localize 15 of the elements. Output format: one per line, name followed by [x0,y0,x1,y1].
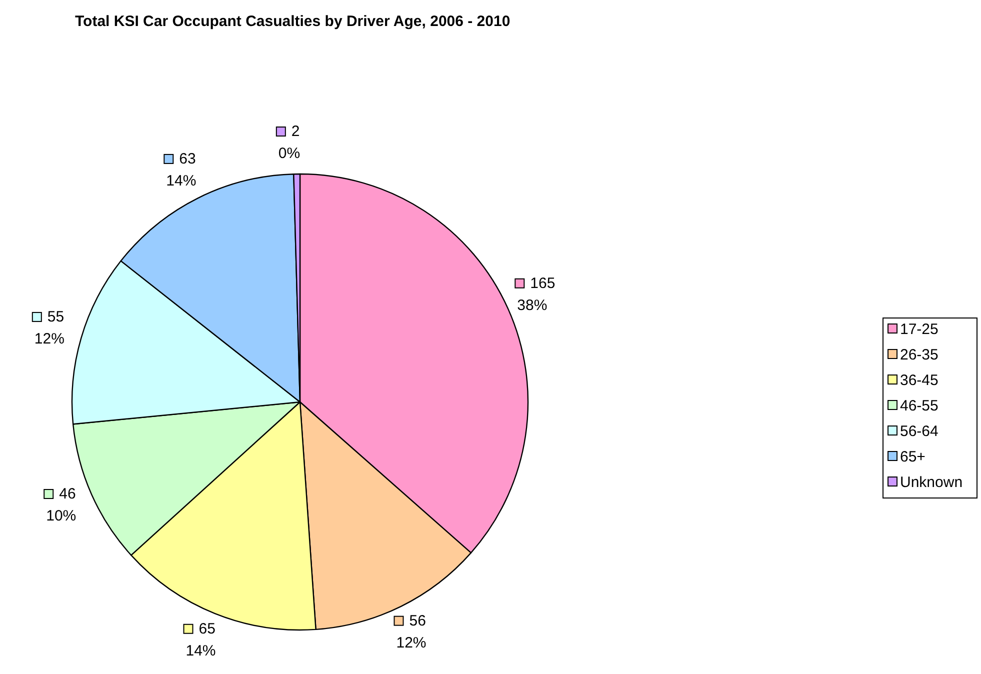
data-label: 2 0% [278,123,300,162]
chart-title: Total KSI Car Occupant Casualties by Driver Age, 2006 - 2010 [75,13,510,30]
legend-label: 17-25 [900,321,938,338]
legend-label: 36-45 [900,372,938,389]
data-label: 63 14% [166,150,196,190]
data-label: 165 38% [517,274,556,314]
legend-label: Unknown [900,474,963,491]
legend-label: 26-35 [900,346,938,364]
legend-label: 56-64 [900,423,938,440]
legend-label: 46-55 [900,398,938,414]
data-label: 55 12% [34,308,64,348]
legend-label: 65+ [900,448,926,466]
data-label: 65 14% [186,620,216,660]
data-label: 46 10% [46,486,76,524]
data-label: 56 12% [396,612,426,652]
